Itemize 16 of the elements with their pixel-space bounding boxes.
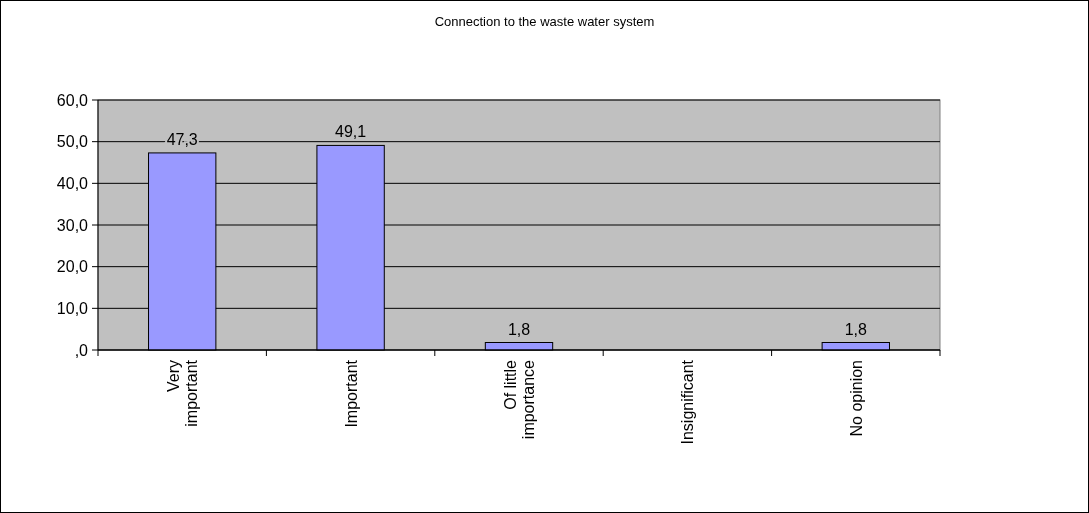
x-tick-label: Important bbox=[342, 359, 360, 428]
data-label: 49,1 bbox=[335, 123, 367, 141]
data-label: 1,8 bbox=[507, 320, 531, 338]
x-tick-label: Insignificant bbox=[679, 359, 697, 445]
x-tick-label: Of little importance bbox=[502, 359, 537, 440]
y-tick-label: 30,0 bbox=[56, 216, 89, 234]
y-tick-label: 60,0 bbox=[56, 91, 89, 109]
x-tick-label: Very important bbox=[165, 359, 201, 427]
y-tick-label: ,0 bbox=[74, 341, 89, 359]
x-tick-label: No opinion bbox=[847, 360, 865, 437]
data-label: 1,8 bbox=[844, 320, 868, 338]
y-tick-label: 10,0 bbox=[56, 299, 89, 317]
y-tick-label: 20,0 bbox=[56, 258, 89, 276]
chart-title: Connection to the waste water system bbox=[434, 14, 655, 29]
y-tick-label: 50,0 bbox=[56, 133, 89, 151]
y-tick-label: 40,0 bbox=[56, 174, 89, 192]
